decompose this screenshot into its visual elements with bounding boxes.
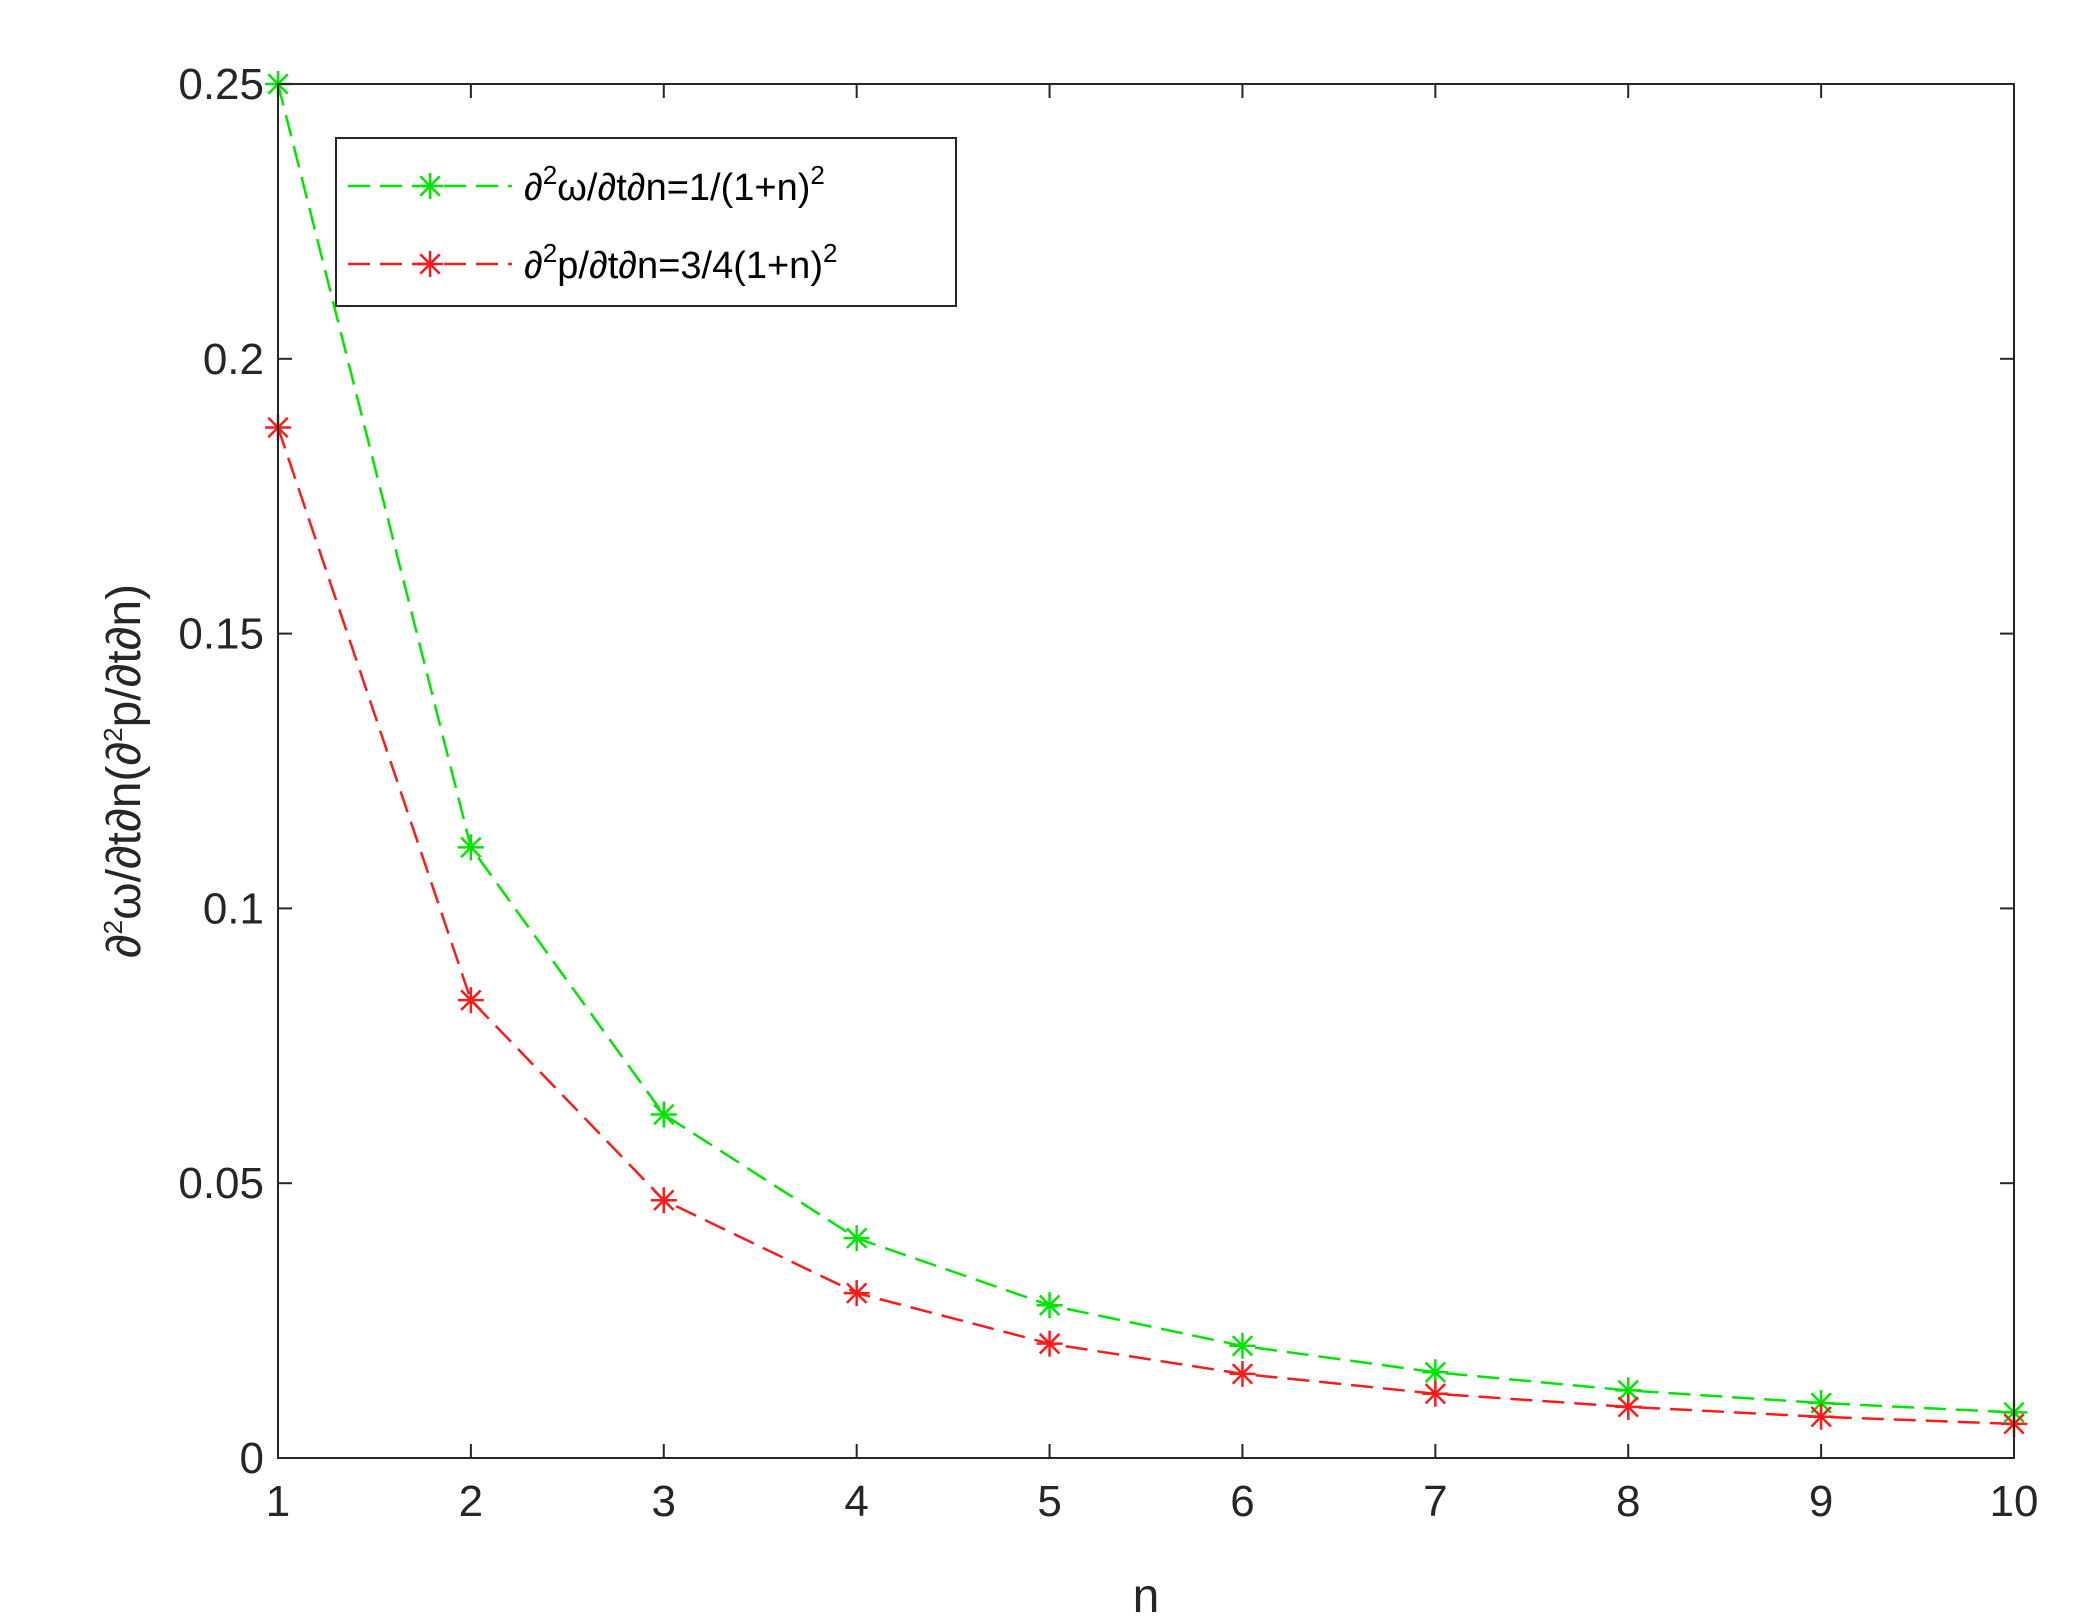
x-tick-label: 4: [844, 1477, 868, 1526]
x-tick-label: 10: [1990, 1477, 2039, 1526]
data-point-series-2: [457, 987, 484, 1014]
legend-2-sup-2: 2: [823, 238, 837, 268]
series-line-1: [276, 83, 2015, 1414]
legend-1-part-a: ∂: [524, 167, 543, 209]
x-tick-label: 5: [1037, 1477, 1061, 1526]
x-tick-label: 7: [1423, 1477, 1447, 1526]
y-tick-label: 0: [240, 1434, 264, 1483]
legend-marker-series-1: [417, 173, 443, 199]
data-point-series-1: [650, 1101, 677, 1128]
legend-2-part-a: ∂: [524, 245, 543, 287]
y-tick-label: 0.25: [178, 60, 264, 109]
series-layer: [265, 71, 2027, 1437]
y-label-part-c: p/∂t∂n): [98, 584, 151, 727]
y-label-sup-1: 2: [98, 920, 128, 934]
x-axis-label: n: [1133, 1570, 1160, 1623]
legend-asterisk-2: [417, 251, 443, 277]
y-axis-label: ∂2ω/∂t∂n(∂2p/∂t∂n): [98, 584, 151, 958]
data-point-series-2: [650, 1187, 677, 1214]
x-tick-label: 6: [1230, 1477, 1254, 1526]
plot-area: [278, 84, 2014, 1458]
y-axis-ticks: 0 0.05 0.1 0.15 0.2 0.25: [178, 60, 2014, 1483]
x-tick-label: 9: [1809, 1477, 1833, 1526]
x-tick-label: 1: [266, 1477, 290, 1526]
y-label-part-a: ∂: [98, 934, 151, 958]
legend-box: [335, 137, 957, 307]
legend-marker-series-2: [417, 251, 443, 277]
data-point-series-1: [843, 1225, 870, 1252]
x-tick-label: 3: [652, 1477, 676, 1526]
y-label-sup-2: 2: [98, 727, 128, 741]
legend-2-sup-1: 2: [543, 238, 557, 268]
data-point-series-2: [1808, 1403, 1835, 1430]
y-tick-label: 0.2: [203, 335, 264, 384]
data-point-series-1: [457, 834, 484, 861]
legend-1-sup-2: 2: [810, 160, 824, 190]
data-point-series-1: [1422, 1359, 1449, 1386]
legend-1-part-b: ω/∂t∂n=1/(1+n): [557, 167, 810, 209]
x-tick-label: 8: [1616, 1477, 1640, 1526]
legend-label-series-2: ∂2p/∂t∂n=3/4(1+n)2: [524, 238, 837, 287]
y-tick-label: 0.05: [178, 1159, 264, 1208]
data-point-series-2: [843, 1280, 870, 1307]
x-axis-ticks: 1 2 3 4 5 6 7 8 9 10: [266, 84, 2039, 1526]
y-label-part-b: ω/∂t∂n(∂: [98, 742, 151, 920]
data-point-series-2: [1422, 1380, 1449, 1407]
legend: ∂2ω/∂t∂n=1/(1+n)2 ∂2p/∂t∂n=3/4(1+n)2: [335, 137, 957, 307]
data-point-series-2: [1036, 1330, 1063, 1357]
legend-2-part-b: p/∂t∂n=3/4(1+n): [557, 245, 823, 287]
data-point-series-2: [1229, 1360, 1256, 1387]
data-point-series-1: [1036, 1292, 1063, 1319]
legend-1-sup-1: 2: [543, 160, 557, 190]
series-line-2: [276, 427, 2015, 1426]
data-point-series-1: [1229, 1332, 1256, 1359]
legend-asterisk-1: [417, 173, 443, 199]
y-tick-label: 0.15: [178, 610, 264, 659]
data-point-series-2: [1615, 1393, 1642, 1420]
legend-label-series-1: ∂2ω/∂t∂n=1/(1+n)2: [524, 160, 825, 209]
y-tick-label: 0.1: [203, 884, 264, 933]
axes-box: [277, 83, 2015, 1459]
x-tick-label: 2: [459, 1477, 483, 1526]
